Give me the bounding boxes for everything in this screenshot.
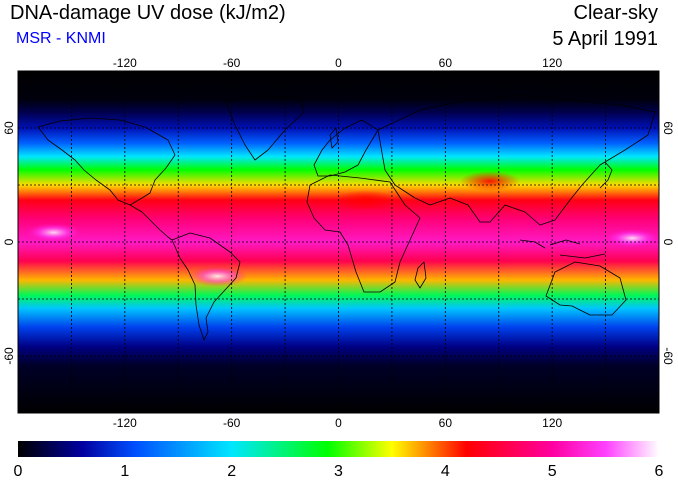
map-title: DNA-damage UV dose (kJ/m2) <box>10 2 286 24</box>
lat-tick-label-right: 60 <box>661 121 675 135</box>
colorbar-tick-label: 3 <box>334 463 343 480</box>
coastline-japan <box>599 161 613 189</box>
coastline-uk <box>329 127 339 149</box>
lat-tick-label-right: -60 <box>661 347 675 365</box>
map-area <box>18 71 659 413</box>
lat-tick-label-left: 0 <box>2 238 16 245</box>
colorbar-tick-label: 6 <box>655 463 664 480</box>
lon-tick-label-bottom: -120 <box>113 416 137 430</box>
lon-tick-label-bottom: 60 <box>439 416 453 430</box>
lon-tick-label-top: 60 <box>439 56 453 70</box>
lon-tick-label-top: -120 <box>113 56 137 70</box>
lat-tick-label-left: 60 <box>2 121 16 135</box>
coastline-madagascar <box>414 261 427 289</box>
frame-border <box>17 70 660 414</box>
coastline-greenland <box>224 95 305 161</box>
lon-tick-label-bottom: 120 <box>542 416 562 430</box>
coastline-asia <box>377 94 656 226</box>
regional-anomalies <box>23 171 659 287</box>
sky-condition-label: Clear-sky <box>573 2 658 24</box>
axis-tick-labels: -120 -120 -60 -60 0 0 60 60 120 120 60 60 0 0 -60 -60 <box>2 56 675 430</box>
lat-tick-label-right: 0 <box>661 239 675 246</box>
lon-tick-label-bottom: -60 <box>223 416 241 430</box>
colorbar-tick-label: 4 <box>441 463 450 480</box>
map-frame <box>17 67 660 417</box>
lon-tick-label-top: 0 <box>335 56 342 70</box>
andes-altiplano-high <box>187 266 248 287</box>
colorbar-gradient <box>18 441 659 457</box>
west-pacific-peak <box>602 228 659 249</box>
colorbar-tick-label: 0 <box>14 463 23 480</box>
coastline-south-america <box>171 232 241 341</box>
coastline-africa <box>306 174 421 293</box>
data-source-label: MSR - KNMI <box>16 30 106 47</box>
coastline-central-america <box>129 204 173 241</box>
date-label: 5 April 1991 <box>552 28 658 50</box>
colorbar-tick-label: 1 <box>120 463 129 480</box>
colorbar-tick-labels: 0 1 2 3 4 5 6 <box>14 463 664 480</box>
coastline-north-america <box>37 117 176 206</box>
colorbar: 0 1 2 3 4 5 6 <box>14 441 664 480</box>
lon-tick-label-top: 120 <box>542 56 562 70</box>
east-pacific-peak <box>23 222 84 243</box>
coastlines <box>37 94 656 341</box>
sahara-high <box>335 190 396 211</box>
graticule <box>18 71 659 413</box>
lat-tick-label-left: -60 <box>2 347 16 365</box>
colorbar-tick-label: 5 <box>548 463 557 480</box>
lon-tick-label-top: -60 <box>223 56 241 70</box>
coastline-australia <box>545 261 627 316</box>
colorbar-tick-label: 2 <box>227 463 236 480</box>
lon-tick-label-bottom: 0 <box>335 416 342 430</box>
tibetan-plateau-high <box>459 171 520 192</box>
